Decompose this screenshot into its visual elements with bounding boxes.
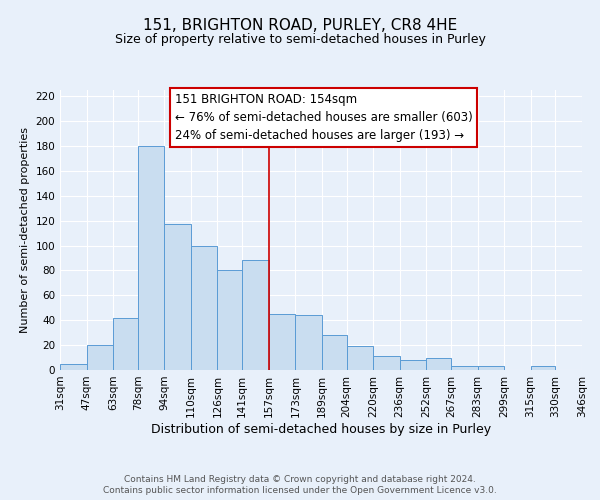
Bar <box>164 224 191 370</box>
Bar <box>478 366 504 370</box>
Bar <box>400 360 426 370</box>
Text: 151 BRIGHTON ROAD: 154sqm
← 76% of semi-detached houses are smaller (603)
24% of: 151 BRIGHTON ROAD: 154sqm ← 76% of semi-… <box>175 93 473 142</box>
Bar <box>217 270 242 370</box>
Bar <box>530 366 556 370</box>
Bar <box>347 346 373 370</box>
Bar <box>322 335 347 370</box>
Bar <box>60 364 86 370</box>
Text: Contains HM Land Registry data © Crown copyright and database right 2024.: Contains HM Land Registry data © Crown c… <box>124 475 476 484</box>
Bar <box>242 260 269 370</box>
Bar <box>373 356 400 370</box>
Bar <box>269 314 295 370</box>
Bar <box>451 366 478 370</box>
Bar <box>295 315 322 370</box>
Text: Contains public sector information licensed under the Open Government Licence v3: Contains public sector information licen… <box>103 486 497 495</box>
Bar <box>426 358 451 370</box>
Y-axis label: Number of semi-detached properties: Number of semi-detached properties <box>20 127 30 333</box>
Bar <box>86 345 113 370</box>
X-axis label: Distribution of semi-detached houses by size in Purley: Distribution of semi-detached houses by … <box>151 422 491 436</box>
Bar <box>191 246 217 370</box>
Bar <box>113 318 138 370</box>
Text: 151, BRIGHTON ROAD, PURLEY, CR8 4HE: 151, BRIGHTON ROAD, PURLEY, CR8 4HE <box>143 18 457 32</box>
Text: Size of property relative to semi-detached houses in Purley: Size of property relative to semi-detach… <box>115 32 485 46</box>
Bar <box>138 146 164 370</box>
